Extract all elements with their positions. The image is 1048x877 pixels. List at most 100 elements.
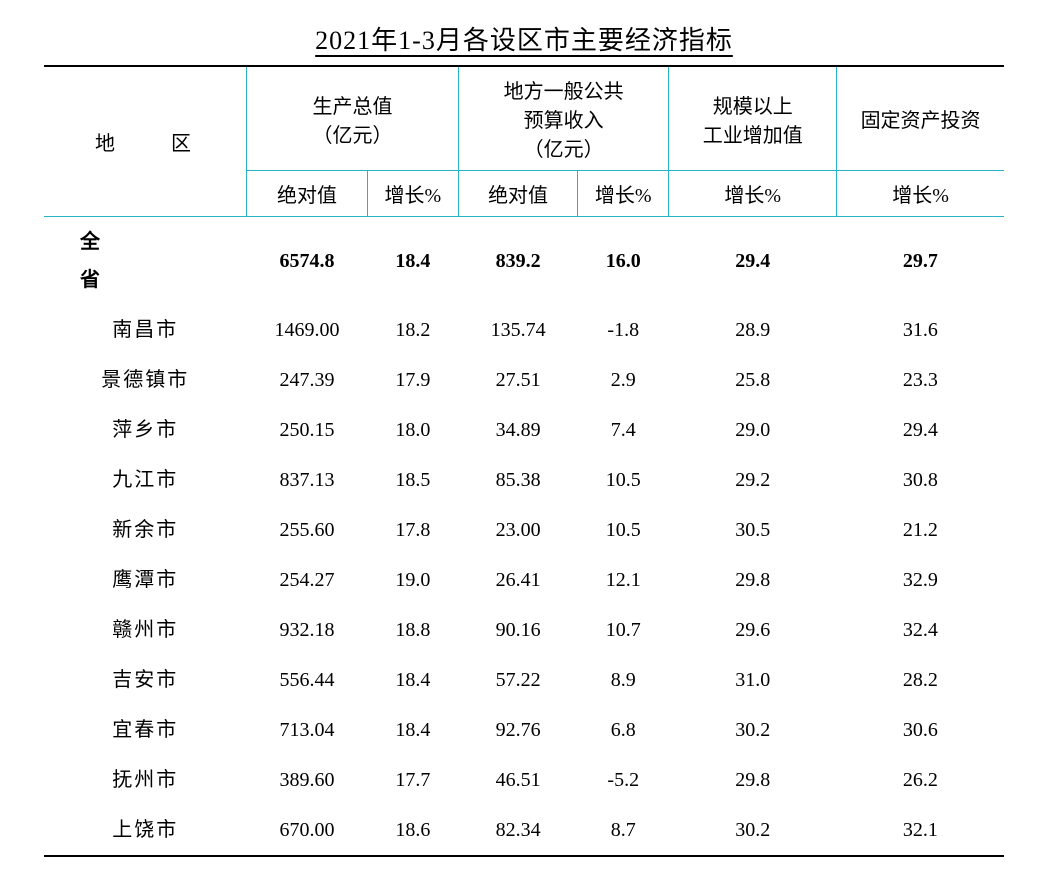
table-row: 吉安市556.4418.457.228.931.028.2	[44, 655, 1004, 705]
cell-gdp-abs: 556.44	[247, 655, 368, 705]
cell-budget-abs: 23.00	[458, 505, 577, 555]
header-industry-line1: 规模以上	[713, 96, 793, 118]
table-header: 地 区 生产总值 （亿元） 地方一般公共 预算收入 （亿元） 规模以上 工业增加…	[44, 66, 1004, 217]
region-cell: 景德镇市	[44, 355, 247, 405]
table-row: 萍乡市250.1518.034.897.429.029.4	[44, 405, 1004, 455]
region-cell: 九江市	[44, 455, 247, 505]
cell-gdp-growth: 18.8	[367, 605, 458, 655]
cell-budget-growth: 2.9	[578, 355, 669, 405]
cell-investment-growth: 32.9	[837, 555, 1004, 605]
cell-budget-growth: 16.0	[578, 217, 669, 306]
cell-industry-growth: 29.2	[669, 455, 837, 505]
header-region: 地 区	[44, 66, 247, 217]
table-row: 景德镇市247.3917.927.512.925.823.3	[44, 355, 1004, 405]
cell-industry-growth: 29.6	[669, 605, 837, 655]
cell-budget-abs: 26.41	[458, 555, 577, 605]
region-cell: 南昌市	[44, 305, 247, 355]
cell-gdp-abs: 1469.00	[247, 305, 368, 355]
cell-industry-growth: 29.8	[669, 555, 837, 605]
cell-budget-abs: 46.51	[458, 755, 577, 805]
cell-gdp-growth: 17.7	[367, 755, 458, 805]
cell-gdp-growth: 18.4	[367, 705, 458, 755]
cell-investment-growth: 29.7	[837, 217, 1004, 306]
header-budget-line1: 地方一般公共	[504, 81, 624, 103]
table-row: 赣州市932.1818.890.1610.729.632.4	[44, 605, 1004, 655]
cell-industry-growth: 31.0	[669, 655, 837, 705]
cell-industry-growth: 29.8	[669, 755, 837, 805]
cell-budget-abs: 90.16	[458, 605, 577, 655]
region-cell: 鹰潭市	[44, 555, 247, 605]
cell-budget-growth: 8.7	[578, 805, 669, 856]
cell-investment-growth: 30.6	[837, 705, 1004, 755]
cell-gdp-growth: 18.5	[367, 455, 458, 505]
cell-investment-growth: 31.6	[837, 305, 1004, 355]
cell-gdp-abs: 670.00	[247, 805, 368, 856]
cell-gdp-abs: 6574.8	[247, 217, 368, 306]
cell-gdp-abs: 250.15	[247, 405, 368, 455]
cell-gdp-abs: 254.27	[247, 555, 368, 605]
cell-budget-growth: -1.8	[578, 305, 669, 355]
cell-investment-growth: 29.4	[837, 405, 1004, 455]
table-row: 南昌市1469.0018.2135.74-1.828.931.6	[44, 305, 1004, 355]
header-budget-line2: 预算收入	[524, 110, 604, 132]
cell-budget-abs: 92.76	[458, 705, 577, 755]
cell-budget-growth: 6.8	[578, 705, 669, 755]
cell-gdp-growth: 18.4	[367, 655, 458, 705]
cell-gdp-growth: 18.2	[367, 305, 458, 355]
cell-gdp-growth: 18.4	[367, 217, 458, 306]
cell-industry-growth: 25.8	[669, 355, 837, 405]
region-cell: 吉安市	[44, 655, 247, 705]
cell-gdp-abs: 247.39	[247, 355, 368, 405]
cell-budget-abs: 839.2	[458, 217, 577, 306]
economic-indicators-table: 地 区 生产总值 （亿元） 地方一般公共 预算收入 （亿元） 规模以上 工业增加…	[44, 65, 1004, 857]
header-investment-growth: 增长%	[837, 171, 1004, 217]
cell-budget-growth: 10.7	[578, 605, 669, 655]
header-investment: 固定资产投资	[837, 66, 1004, 171]
table-row: 鹰潭市254.2719.026.4112.129.832.9	[44, 555, 1004, 605]
header-industry: 规模以上 工业增加值	[669, 66, 837, 171]
header-gdp-line2: （亿元）	[313, 125, 393, 147]
header-budget-growth: 增长%	[578, 171, 669, 217]
cell-budget-growth: 8.9	[578, 655, 669, 705]
cell-industry-growth: 30.2	[669, 705, 837, 755]
header-budget: 地方一般公共 预算收入 （亿元）	[458, 66, 668, 171]
table-row: 上饶市670.0018.682.348.730.232.1	[44, 805, 1004, 856]
table-body: 全 省6574.818.4839.216.029.429.7南昌市1469.00…	[44, 217, 1004, 857]
cell-budget-abs: 82.34	[458, 805, 577, 856]
table-row: 全 省6574.818.4839.216.029.429.7	[44, 217, 1004, 306]
cell-industry-growth: 30.2	[669, 805, 837, 856]
region-cell: 萍乡市	[44, 405, 247, 455]
region-cell: 宜春市	[44, 705, 247, 755]
cell-budget-growth: 10.5	[578, 505, 669, 555]
cell-budget-growth: 12.1	[578, 555, 669, 605]
cell-budget-abs: 34.89	[458, 405, 577, 455]
cell-investment-growth: 32.4	[837, 605, 1004, 655]
table-row: 九江市837.1318.585.3810.529.230.8	[44, 455, 1004, 505]
cell-budget-growth: -5.2	[578, 755, 669, 805]
cell-gdp-abs: 389.60	[247, 755, 368, 805]
cell-budget-abs: 135.74	[458, 305, 577, 355]
cell-gdp-growth: 18.6	[367, 805, 458, 856]
header-gdp-line1: 生产总值	[313, 96, 393, 118]
cell-industry-growth: 29.4	[669, 217, 837, 306]
cell-budget-growth: 7.4	[578, 405, 669, 455]
header-industry-line2: 工业增加值	[703, 125, 803, 147]
table-title: 2021年1-3月各设区市主要经济指标	[20, 20, 1028, 57]
region-cell: 抚州市	[44, 755, 247, 805]
region-cell: 赣州市	[44, 605, 247, 655]
header-gdp-growth: 增长%	[367, 171, 458, 217]
table-row: 宜春市713.0418.492.766.830.230.6	[44, 705, 1004, 755]
cell-investment-growth: 30.8	[837, 455, 1004, 505]
cell-gdp-abs: 255.60	[247, 505, 368, 555]
cell-investment-growth: 23.3	[837, 355, 1004, 405]
cell-budget-abs: 85.38	[458, 455, 577, 505]
cell-gdp-growth: 17.8	[367, 505, 458, 555]
cell-gdp-growth: 17.9	[367, 355, 458, 405]
cell-investment-growth: 26.2	[837, 755, 1004, 805]
cell-gdp-growth: 19.0	[367, 555, 458, 605]
header-gdp-abs: 绝对值	[247, 171, 368, 217]
table-row: 新余市255.6017.823.0010.530.521.2	[44, 505, 1004, 555]
cell-gdp-abs: 713.04	[247, 705, 368, 755]
cell-industry-growth: 29.0	[669, 405, 837, 455]
cell-investment-growth: 32.1	[837, 805, 1004, 856]
